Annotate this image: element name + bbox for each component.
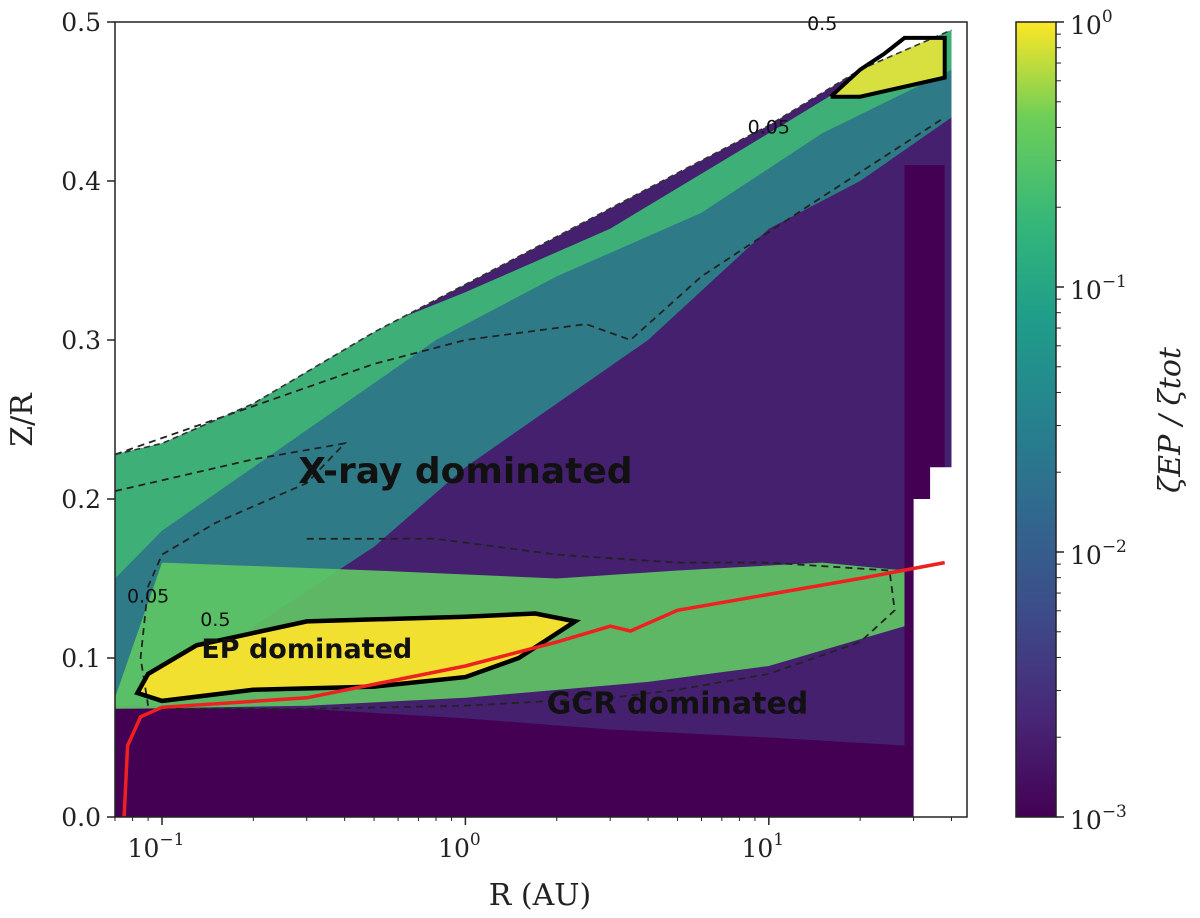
y-tick-label: 0.3 (61, 326, 101, 355)
y-tick-label: 0.0 (61, 803, 101, 832)
contour-0.05-1 (162, 537, 896, 710)
contour-0.05-2 (115, 116, 946, 456)
x-axis-label: R (AU) (489, 878, 591, 913)
ep-gcr-boundary-line (122, 560, 946, 817)
region-label-ep: EP dominated (201, 634, 412, 665)
colorbar-tick-label: 100 (1070, 7, 1113, 40)
contour-label-0.5-lower: 0.5 (200, 609, 230, 631)
region-label-xray: X-ray dominated (298, 451, 632, 492)
contour-label-0.05-lower: 0.05 (127, 585, 169, 607)
heat-midplane-dark (115, 708, 905, 817)
heat-white-notch (913, 467, 952, 817)
x-tick-label: 101 (741, 830, 784, 863)
colorbar-tick-label: 10−2 (1070, 537, 1127, 570)
heat-teal-band (115, 30, 952, 706)
y-tick-label: 0.2 (61, 485, 101, 514)
colorbar-tick-label: 10−1 (1070, 272, 1127, 305)
colorbar (1015, 21, 1057, 818)
colorbar-label: ζEP / ζtot (1153, 346, 1188, 493)
y-axis-label: Z/R (5, 392, 40, 447)
x-tick-label: 100 (438, 830, 481, 863)
y-tick-label: 0.5 (61, 8, 101, 37)
y-axis-ticks: 0.0 0.1 0.2 0.3 0.4 0.5 (61, 8, 115, 832)
colorbar-ticks: 100 10−1 10−2 10−3 (1056, 7, 1127, 835)
y-tick-label: 0.4 (61, 167, 101, 196)
contour-0.05-group (115, 116, 946, 710)
y-tick-label: 0.1 (61, 644, 101, 673)
contour-0.5-ep (134, 611, 582, 704)
x-tick-label: 10−1 (128, 830, 185, 863)
heat-green-band (115, 30, 952, 579)
region-label-gcr: GCR dominated (547, 687, 809, 722)
contour-label-0.5-upper: 0.5 (807, 13, 837, 35)
colorbar-tick-label: 10−3 (1070, 802, 1127, 835)
contour-0.05-0 (115, 442, 348, 706)
contour-label-0.05-upper: 0.05 (748, 116, 790, 138)
contour-0.5-upper (829, 35, 947, 99)
disk-surface-contour (115, 29, 952, 456)
x-axis-ticks: 10−1 100 101 (114, 817, 952, 863)
plot-frame (114, 21, 968, 818)
